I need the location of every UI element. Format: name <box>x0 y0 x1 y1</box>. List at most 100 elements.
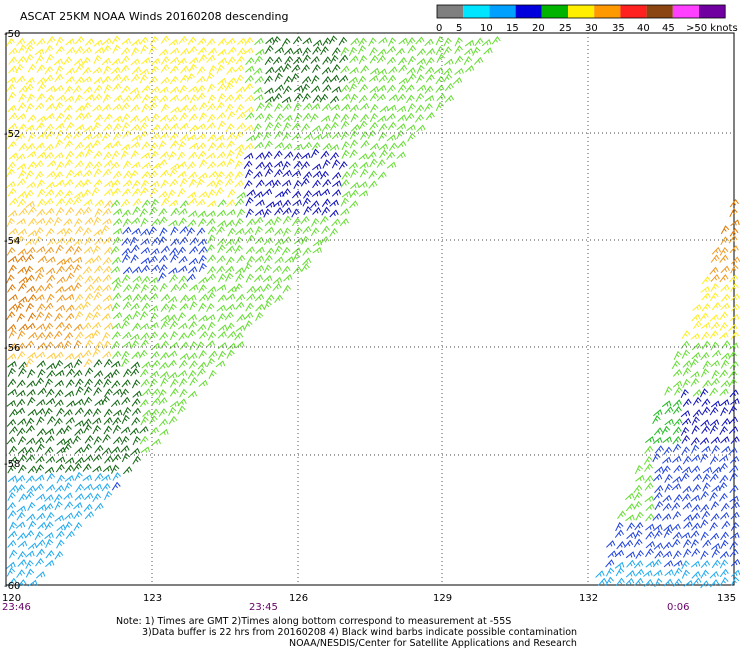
wind-barb <box>207 142 217 152</box>
wind-barb <box>84 38 95 46</box>
wind-barb <box>65 263 75 273</box>
wind-barb <box>25 568 35 578</box>
wind-barb <box>691 548 701 557</box>
wind-barb <box>369 103 379 113</box>
wind-barb <box>265 66 275 75</box>
wind-barb <box>6 76 17 84</box>
wind-barb <box>282 142 293 151</box>
wind-barb <box>82 76 92 83</box>
wind-barb <box>151 397 161 406</box>
wind-barb <box>312 64 321 73</box>
wind-barb <box>681 434 691 444</box>
wind-barb <box>263 101 273 111</box>
wind-barb <box>178 275 188 284</box>
wind-barb <box>379 105 390 113</box>
wind-barb <box>719 568 729 578</box>
wind-barb <box>158 397 168 406</box>
lon-label: 132 <box>579 593 598 604</box>
wind-barb <box>189 246 199 255</box>
wind-barb <box>235 341 245 349</box>
wind-barb <box>291 247 302 255</box>
wind-barb <box>274 46 285 54</box>
wind-barb <box>341 93 351 101</box>
wind-barb <box>720 502 730 512</box>
wind-barb <box>720 511 730 520</box>
wind-barb <box>25 53 34 63</box>
wind-barb <box>169 330 179 341</box>
wind-barb <box>405 84 415 93</box>
legend-swatch <box>594 5 621 18</box>
wind-barb <box>730 219 740 226</box>
wind-barb <box>730 331 740 341</box>
wind-barb <box>388 142 398 152</box>
wind-barb <box>272 276 283 285</box>
wind-barb <box>483 47 493 55</box>
wind-barb <box>709 406 719 416</box>
wind-barb <box>310 55 320 64</box>
wind-barb <box>188 63 198 73</box>
wind-barb <box>130 368 140 377</box>
wind-barb <box>244 82 254 92</box>
wind-barb <box>710 341 719 351</box>
wind-barb <box>311 190 322 197</box>
wind-barb <box>225 238 235 247</box>
wind-barb <box>291 64 301 73</box>
wind-barb <box>110 199 121 208</box>
wind-barb <box>55 197 66 207</box>
wind-barb <box>405 112 415 122</box>
wind-barb <box>359 83 369 93</box>
wind-barb <box>652 415 661 425</box>
wind-barb <box>37 188 46 198</box>
wind-barb <box>217 273 227 283</box>
wind-barb <box>169 94 179 102</box>
wind-barb <box>141 275 151 285</box>
wind-barb <box>207 331 217 341</box>
wind-barb <box>169 320 179 330</box>
wind-barb <box>187 329 196 339</box>
wind-barb <box>44 466 55 474</box>
wind-barb <box>46 256 56 264</box>
wind-barb <box>103 303 113 311</box>
wind-barb <box>235 86 246 94</box>
wind-barb <box>142 409 152 417</box>
wind-barb <box>111 179 121 188</box>
wind-barb <box>82 300 91 311</box>
wind-barb <box>74 302 85 311</box>
wind-barb <box>226 66 236 75</box>
wind-barb <box>104 180 114 188</box>
wind-barb <box>141 170 151 179</box>
wind-barb <box>139 368 149 378</box>
wind-barb <box>264 113 273 123</box>
wind-barb <box>443 73 453 83</box>
wind-barb <box>198 276 208 284</box>
legend-label-40: 40 <box>637 23 650 34</box>
wind-barb <box>102 447 112 456</box>
wind-barb <box>207 291 216 301</box>
wind-barb <box>149 415 158 425</box>
wind-barb <box>8 303 19 311</box>
wind-barb <box>690 437 700 446</box>
wind-barb <box>54 312 63 322</box>
wind-barb <box>140 228 150 237</box>
wind-barb <box>131 66 142 75</box>
wind-barb <box>340 197 349 207</box>
wind-barb <box>673 559 683 567</box>
wind-barb <box>653 491 663 501</box>
wind-barb <box>158 418 169 427</box>
wind-barb <box>244 106 254 114</box>
wind-barb <box>634 521 644 531</box>
wind-barb <box>120 388 129 398</box>
wind-barb <box>692 577 702 586</box>
wind-barb <box>273 216 282 226</box>
wind-barb <box>74 141 84 151</box>
wind-barb <box>198 159 208 169</box>
lon-label: 120 <box>2 593 21 604</box>
wind-barb <box>84 275 94 284</box>
wind-barb <box>700 351 710 361</box>
wind-barb <box>206 113 216 123</box>
wind-barb <box>358 37 367 47</box>
wind-barb <box>159 371 170 379</box>
wind-barb <box>101 313 111 321</box>
wind-barb <box>274 84 285 92</box>
wind-barb <box>44 407 53 417</box>
